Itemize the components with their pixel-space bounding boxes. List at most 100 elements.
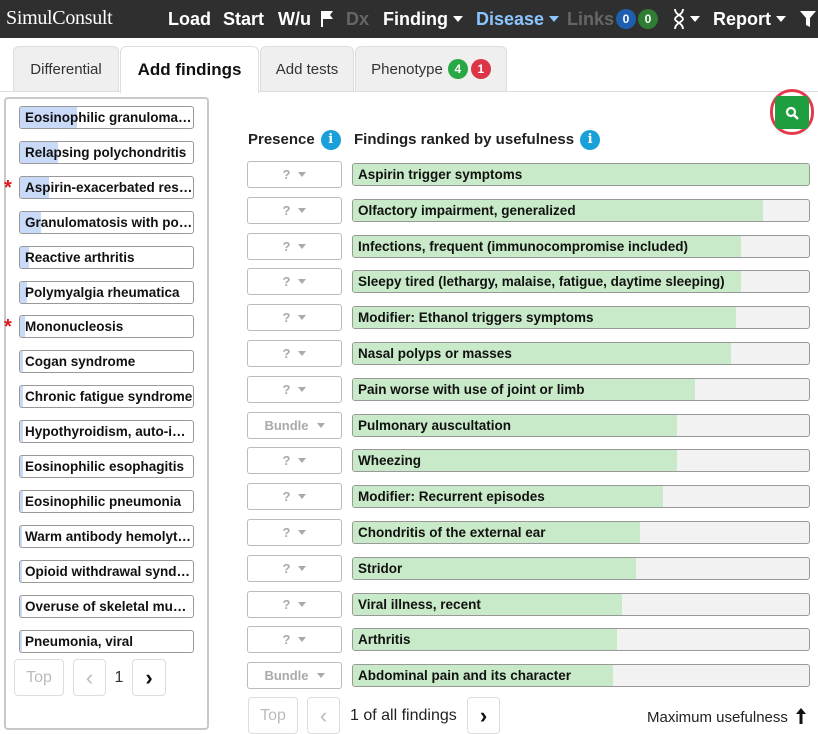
differential-item[interactable]: Opioid withdrawal syndrome xyxy=(19,560,194,583)
differential-item[interactable]: Reactive arthritis xyxy=(19,246,194,269)
finding-row[interactable]: Stridor xyxy=(352,557,810,580)
finding-row[interactable]: Infections, frequent (immunocompromise i… xyxy=(352,235,810,258)
usefulness-bar xyxy=(353,307,737,328)
finding-row[interactable]: Pain worse with use of joint or limb xyxy=(352,378,810,401)
differential-item[interactable]: Overuse of skeletal muscle xyxy=(19,595,194,618)
nav-report-menu[interactable]: Report xyxy=(713,0,786,38)
phenotype-absent-badge: 1 xyxy=(470,59,491,79)
presence-dropdown[interactable]: ? xyxy=(247,376,342,403)
findings-prev-button[interactable]: ‹ xyxy=(307,697,340,734)
presence-dropdown[interactable]: ? xyxy=(247,161,342,188)
differential-item-label: Eosinophilic granulomatosis with polyang… xyxy=(25,110,193,125)
findings-next-button[interactable]: › xyxy=(467,697,500,734)
chevron-down-icon xyxy=(298,208,307,213)
search-button[interactable] xyxy=(775,96,809,129)
dx-next-button[interactable]: › xyxy=(132,659,166,696)
finding-label: Pain worse with use of joint or limb xyxy=(358,382,585,397)
presence-dropdown[interactable]: Bundle xyxy=(247,412,342,439)
tab-add-findings[interactable]: Add findings xyxy=(120,46,259,93)
usefulness-bar xyxy=(353,665,613,686)
probability-bar xyxy=(20,282,27,303)
chevron-down-icon xyxy=(776,16,786,22)
presence-value: ? xyxy=(282,167,291,182)
nav-start[interactable]: Start xyxy=(223,8,265,29)
differential-item-label: Opioid withdrawal syndrome xyxy=(25,564,193,579)
differential-item[interactable]: Hypothyroidism, auto-immune xyxy=(19,420,194,443)
differential-item[interactable]: Eosinophilic esophagitis xyxy=(19,455,194,478)
links-badge-green: 0 xyxy=(638,9,659,29)
nav-finding-label: Finding xyxy=(383,8,448,29)
dna-menu[interactable] xyxy=(673,0,700,38)
presence-dropdown[interactable]: ? xyxy=(247,626,342,653)
finding-row[interactable]: Modifier: Recurrent episodes xyxy=(352,485,810,508)
nav-workup[interactable]: W/u xyxy=(278,8,311,29)
finding-row[interactable]: Chondritis of the external ear xyxy=(352,521,810,544)
dx-prev-button[interactable]: ‹ xyxy=(73,659,106,696)
info-icon[interactable]: i xyxy=(320,130,341,150)
finding-row[interactable]: Viral illness, recent xyxy=(352,593,810,616)
nav-links[interactable]: Links 0 0 xyxy=(567,0,659,38)
nav-report-label: Report xyxy=(713,8,771,29)
dx-top-button[interactable]: Top xyxy=(14,659,64,696)
differential-item[interactable]: Polymyalgia rheumatica xyxy=(19,281,194,304)
finding-row[interactable]: Pulmonary auscultation xyxy=(352,414,810,437)
chevron-down-icon xyxy=(298,458,307,463)
finding-row[interactable]: Sleepy tired (lethargy, malaise, fatigue… xyxy=(352,270,810,293)
chevron-down-icon xyxy=(298,244,307,249)
finding-row[interactable]: Abdominal pain and its character xyxy=(352,664,810,687)
presence-value: ? xyxy=(282,561,291,576)
differential-item[interactable]: Mononucleosis xyxy=(19,315,194,338)
usefulness-bar xyxy=(353,629,618,650)
filter-icon[interactable] xyxy=(800,0,816,38)
finding-row[interactable]: Nasal polyps or masses xyxy=(352,342,810,365)
presence-dropdown[interactable]: ? xyxy=(247,233,342,260)
tab-differential[interactable]: Differential xyxy=(13,46,119,91)
finding-row[interactable]: Modifier: Ethanol triggers symptoms xyxy=(352,306,810,329)
differential-item[interactable]: Aspirin-exacerbated respiratory disease xyxy=(19,176,194,199)
finding-label: Modifier: Ethanol triggers symptoms xyxy=(358,310,594,325)
differential-item[interactable]: Pneumonia, viral xyxy=(19,630,194,653)
differential-item[interactable]: Granulomatosis with polyangiitis xyxy=(19,211,194,234)
differential-item[interactable]: Warm antibody hemolytic anemia xyxy=(19,525,194,548)
flag-icon[interactable] xyxy=(320,0,334,38)
presence-dropdown[interactable]: ? xyxy=(247,519,342,546)
presence-value: ? xyxy=(282,274,291,289)
finding-row[interactable]: Arthritis xyxy=(352,628,810,651)
tab-add-tests[interactable]: Add tests xyxy=(260,46,354,91)
presence-dropdown[interactable]: ? xyxy=(247,591,342,618)
chevron-down-icon xyxy=(298,566,307,571)
nav-finding-menu[interactable]: Finding xyxy=(383,0,463,38)
tab-phenotype-label: Phenotype xyxy=(371,60,443,78)
probability-bar xyxy=(20,526,22,547)
info-icon[interactable]: i xyxy=(580,130,601,150)
differential-item[interactable]: Chronic fatigue syndrome xyxy=(19,385,194,408)
finding-row[interactable]: Wheezing xyxy=(352,449,810,472)
finding-label: Infections, frequent (immunocompromise i… xyxy=(358,239,689,254)
presence-dropdown[interactable]: ? xyxy=(247,197,342,224)
probability-bar xyxy=(20,107,78,128)
presence-dropdown[interactable]: ? xyxy=(247,340,342,367)
differential-item[interactable]: Eosinophilic granulomatosis with polyang… xyxy=(19,106,194,129)
differential-item[interactable]: Cogan syndrome xyxy=(19,350,194,373)
nav-disease-menu[interactable]: Disease xyxy=(476,0,560,38)
findings-top-button[interactable]: Top xyxy=(248,697,298,734)
differential-item[interactable]: Relapsing polychondritis xyxy=(19,141,194,164)
app-logo[interactable]: SimulConsult xyxy=(6,7,113,29)
finding-row[interactable]: Aspirin trigger symptoms xyxy=(352,163,810,186)
presence-dropdown[interactable]: ? xyxy=(247,268,342,295)
presence-dropdown[interactable]: ? xyxy=(247,555,342,582)
nav-links-label: Links xyxy=(567,8,615,29)
nav-load[interactable]: Load xyxy=(168,8,211,29)
tab-phenotype[interactable]: Phenotype 4 1 xyxy=(355,46,507,91)
probability-bar xyxy=(20,386,24,407)
presence-dropdown[interactable]: ? xyxy=(247,483,342,510)
sort-toggle[interactable]: Maximum usefulness xyxy=(647,707,807,726)
presence-dropdown[interactable]: ? xyxy=(247,304,342,331)
presence-dropdown[interactable]: ? xyxy=(247,447,342,474)
chevron-down-icon xyxy=(298,494,307,499)
differential-item[interactable]: Eosinophilic pneumonia xyxy=(19,490,194,513)
presence-dropdown[interactable]: Bundle xyxy=(247,662,342,689)
finding-row[interactable]: Olfactory impairment, generalized xyxy=(352,199,810,222)
differential-item-label: Aspirin-exacerbated respiratory disease xyxy=(25,180,193,195)
probability-bar xyxy=(20,631,22,652)
